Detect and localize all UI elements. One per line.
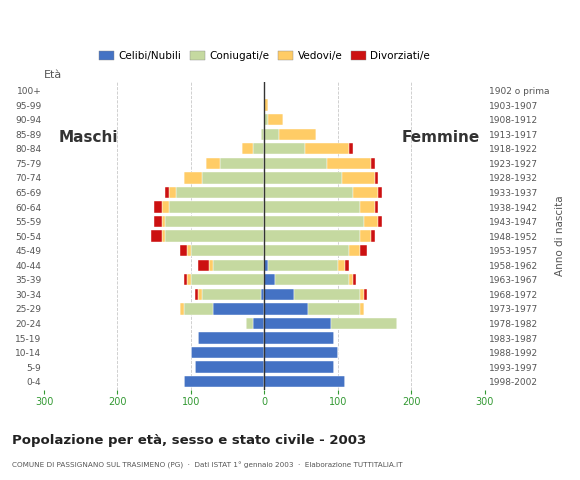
Bar bbox=[327, 158, 371, 169]
Bar bbox=[264, 129, 279, 140]
Bar bbox=[331, 318, 397, 329]
Bar bbox=[342, 172, 375, 183]
Bar bbox=[294, 288, 360, 300]
Bar bbox=[195, 288, 198, 300]
Bar bbox=[264, 172, 342, 183]
Bar bbox=[162, 201, 169, 213]
Bar bbox=[169, 201, 264, 213]
Bar bbox=[264, 376, 345, 387]
Bar bbox=[162, 216, 165, 227]
Text: Maschi: Maschi bbox=[59, 130, 118, 144]
Bar bbox=[165, 230, 264, 242]
Y-axis label: Anno di nascita: Anno di nascita bbox=[555, 196, 565, 276]
Bar bbox=[184, 274, 187, 286]
Bar bbox=[378, 187, 382, 198]
Bar bbox=[184, 172, 202, 183]
Bar bbox=[246, 318, 253, 329]
Bar bbox=[264, 347, 338, 358]
Bar bbox=[264, 114, 268, 125]
Bar bbox=[209, 260, 213, 271]
Bar bbox=[165, 187, 169, 198]
Bar bbox=[371, 230, 375, 242]
Bar bbox=[191, 274, 264, 286]
Bar bbox=[154, 216, 162, 227]
Bar bbox=[180, 245, 187, 256]
Bar bbox=[349, 245, 360, 256]
Bar bbox=[198, 332, 264, 344]
Text: Femmine: Femmine bbox=[401, 130, 480, 144]
Bar bbox=[364, 216, 378, 227]
Bar bbox=[349, 274, 353, 286]
Bar bbox=[176, 187, 264, 198]
Bar bbox=[261, 129, 264, 140]
Bar bbox=[202, 172, 264, 183]
Bar bbox=[184, 376, 264, 387]
Bar bbox=[220, 158, 264, 169]
Bar bbox=[305, 143, 349, 155]
Bar bbox=[202, 288, 261, 300]
Bar bbox=[151, 230, 162, 242]
Bar bbox=[276, 274, 349, 286]
Bar bbox=[191, 245, 264, 256]
Bar bbox=[180, 303, 184, 314]
Bar bbox=[338, 260, 345, 271]
Text: Popolazione per età, sesso e stato civile - 2003: Popolazione per età, sesso e stato civil… bbox=[12, 434, 366, 447]
Bar bbox=[360, 288, 364, 300]
Bar bbox=[268, 260, 338, 271]
Bar bbox=[169, 187, 176, 198]
Bar bbox=[264, 274, 276, 286]
Bar bbox=[279, 129, 316, 140]
Bar bbox=[242, 143, 253, 155]
Bar bbox=[264, 361, 334, 373]
Bar bbox=[198, 260, 209, 271]
Bar bbox=[264, 201, 360, 213]
Bar bbox=[264, 158, 327, 169]
Bar bbox=[353, 274, 356, 286]
Text: Età: Età bbox=[44, 71, 62, 80]
Bar bbox=[253, 318, 264, 329]
Bar bbox=[360, 245, 367, 256]
Bar bbox=[264, 143, 305, 155]
Bar bbox=[353, 187, 378, 198]
Bar bbox=[264, 99, 268, 111]
Bar bbox=[375, 172, 378, 183]
Bar bbox=[264, 260, 268, 271]
Text: COMUNE DI PASSIGNANO SUL TRASIMENO (PG)  ·  Dati ISTAT 1° gennaio 2003  ·  Elabo: COMUNE DI PASSIGNANO SUL TRASIMENO (PG) … bbox=[12, 462, 402, 469]
Bar bbox=[264, 230, 360, 242]
Bar bbox=[184, 303, 213, 314]
Bar bbox=[264, 303, 309, 314]
Bar bbox=[198, 288, 202, 300]
Bar bbox=[191, 347, 264, 358]
Bar bbox=[187, 245, 191, 256]
Bar bbox=[264, 318, 331, 329]
Bar bbox=[375, 201, 378, 213]
Bar bbox=[264, 288, 294, 300]
Bar bbox=[268, 114, 283, 125]
Bar bbox=[213, 260, 264, 271]
Bar bbox=[349, 143, 353, 155]
Bar bbox=[309, 303, 360, 314]
Legend: Celibi/Nubili, Coniugati/e, Vedovi/e, Divorziati/e: Celibi/Nubili, Coniugati/e, Vedovi/e, Di… bbox=[95, 47, 434, 65]
Bar bbox=[378, 216, 382, 227]
Bar bbox=[264, 245, 349, 256]
Bar bbox=[345, 260, 349, 271]
Bar bbox=[264, 216, 364, 227]
Bar bbox=[162, 230, 165, 242]
Bar bbox=[360, 201, 375, 213]
Bar bbox=[213, 303, 264, 314]
Bar bbox=[360, 303, 364, 314]
Bar bbox=[360, 230, 371, 242]
Bar bbox=[165, 216, 264, 227]
Bar bbox=[264, 187, 353, 198]
Bar bbox=[187, 274, 191, 286]
Bar bbox=[195, 361, 264, 373]
Bar bbox=[154, 201, 162, 213]
Bar bbox=[206, 158, 220, 169]
Bar bbox=[364, 288, 367, 300]
Bar bbox=[264, 332, 334, 344]
Bar bbox=[253, 143, 264, 155]
Bar bbox=[261, 288, 264, 300]
Bar bbox=[371, 158, 375, 169]
